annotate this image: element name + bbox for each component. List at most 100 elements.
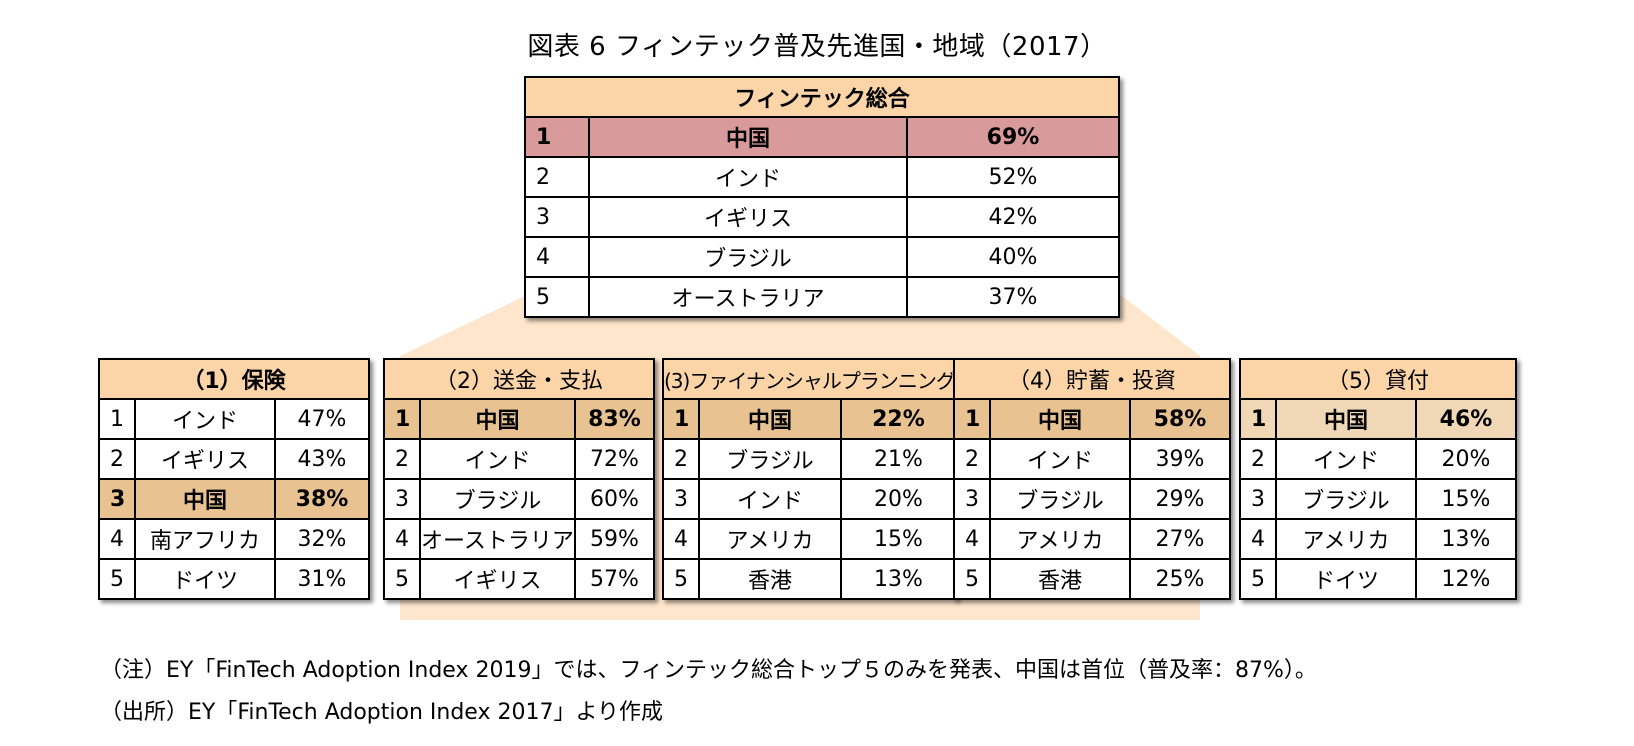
table-row: 5 オーストラリア 37% xyxy=(524,276,1120,318)
table-row: 1 中国 58% xyxy=(953,398,1231,440)
country-cell: 中国 xyxy=(989,398,1131,440)
value-cell: 59% xyxy=(573,518,656,560)
country-cell: イギリス xyxy=(588,196,908,238)
country-cell: 中国 xyxy=(1275,398,1417,440)
country-cell: ドイツ xyxy=(1275,558,1417,600)
table-row: 4 南アフリカ 32% xyxy=(98,518,370,560)
table-row: 1 中国 46% xyxy=(1239,398,1517,440)
sub-table-savings: （4）貯蓄・投資 1 中国 58% 2 インド 39% 3 ブラジル 29% 4… xyxy=(953,358,1231,600)
table-row: 3 ブラジル 29% xyxy=(953,478,1231,520)
main-table: フィンテック総合 1 中国 69% 2 インド 52% 3 イギリス 42% 4… xyxy=(524,76,1120,318)
rank-cell: 5 xyxy=(953,558,991,600)
country-cell: 中国 xyxy=(698,398,842,440)
country-cell: イギリス xyxy=(134,438,276,480)
value-cell: 29% xyxy=(1129,478,1231,520)
value-cell: 72% xyxy=(573,438,656,480)
main-table-header: フィンテック総合 xyxy=(524,76,1120,118)
table-row: 3 中国 38% xyxy=(98,478,370,520)
sub-table-header: （1）保険 xyxy=(98,358,370,400)
table-row: 4 オーストラリア 59% xyxy=(383,518,656,560)
rank-cell: 5 xyxy=(383,558,421,600)
value-cell: 27% xyxy=(1129,518,1231,560)
rank-cell: 5 xyxy=(1239,558,1277,600)
value-cell: 15% xyxy=(840,518,957,560)
rank-cell: 1 xyxy=(98,398,136,440)
table-row: 4 アメリカ 13% xyxy=(1239,518,1517,560)
table-row: 2 インド 39% xyxy=(953,438,1231,480)
value-cell: 46% xyxy=(1415,398,1517,440)
rank-cell: 3 xyxy=(98,478,136,520)
country-cell: アメリカ xyxy=(989,518,1131,560)
country-cell: インド xyxy=(588,156,908,198)
country-cell: 香港 xyxy=(989,558,1131,600)
value-cell: 38% xyxy=(274,478,370,520)
value-cell: 37% xyxy=(906,276,1120,318)
country-cell: ブラジル xyxy=(419,478,576,520)
country-cell: インド xyxy=(1275,438,1417,480)
country-cell: オーストラリア xyxy=(419,518,576,560)
rank-cell: 4 xyxy=(953,518,991,560)
value-cell: 13% xyxy=(1415,518,1517,560)
rank-cell: 2 xyxy=(953,438,991,480)
table-row: 3 イギリス 42% xyxy=(524,196,1120,238)
country-cell: 中国 xyxy=(134,478,276,520)
table-row: 3 ブラジル 15% xyxy=(1239,478,1517,520)
value-cell: 15% xyxy=(1415,478,1517,520)
table-row: 5 香港 13% xyxy=(662,558,957,600)
rank-cell: 5 xyxy=(524,276,590,318)
value-cell: 12% xyxy=(1415,558,1517,600)
table-row: 4 アメリカ 27% xyxy=(953,518,1231,560)
value-cell: 42% xyxy=(906,196,1120,238)
table-row: 4 ブラジル 40% xyxy=(524,236,1120,278)
country-cell: アメリカ xyxy=(698,518,842,560)
main-table-header-row: フィンテック総合 xyxy=(524,76,1120,118)
value-cell: 20% xyxy=(1415,438,1517,480)
rank-cell: 5 xyxy=(98,558,136,600)
table-row: 2 インド 20% xyxy=(1239,438,1517,480)
sub-table-financial-planning: (3)ファイナンシャルプランニング 1 中国 22% 2 ブラジル 21% 3 … xyxy=(662,358,957,600)
footnote: （注）EY「FinTech Adoption Index 2019」では、フィン… xyxy=(100,658,1317,683)
country-cell: イギリス xyxy=(419,558,576,600)
rank-cell: 3 xyxy=(524,196,590,238)
rank-cell: 4 xyxy=(383,518,421,560)
value-cell: 60% xyxy=(573,478,656,520)
table-row: 5 ドイツ 12% xyxy=(1239,558,1517,600)
table-row: 3 ブラジル 60% xyxy=(383,478,656,520)
country-cell: インド xyxy=(134,398,276,440)
rank-cell: 3 xyxy=(383,478,421,520)
table-row: 2 インド 72% xyxy=(383,438,656,480)
rank-cell: 4 xyxy=(1239,518,1277,560)
rank-cell: 4 xyxy=(662,518,700,560)
table-row: 2 インド 52% xyxy=(524,156,1120,198)
table-row: 2 イギリス 43% xyxy=(98,438,370,480)
table-row: 5 ドイツ 31% xyxy=(98,558,370,600)
sub-table-header: (3)ファイナンシャルプランニング xyxy=(662,358,957,400)
value-cell: 32% xyxy=(274,518,370,560)
country-cell: 中国 xyxy=(588,116,908,158)
value-cell: 21% xyxy=(840,438,957,480)
figure-title: 図表 6 フィンテック普及先進国・地域（2017） xyxy=(527,32,1107,62)
sub-table-lending: （5）貸付 1 中国 46% 2 インド 20% 3 ブラジル 15% 4 アメ… xyxy=(1239,358,1517,600)
country-cell: ブラジル xyxy=(989,478,1131,520)
sub-table-header: （2）送金・支払 xyxy=(383,358,655,400)
rank-cell: 5 xyxy=(662,558,700,600)
value-cell: 43% xyxy=(274,438,370,480)
rank-cell: 1 xyxy=(383,398,421,440)
value-cell: 40% xyxy=(906,236,1120,278)
value-cell: 52% xyxy=(906,156,1120,198)
table-row: 1 中国 22% xyxy=(662,398,957,440)
rank-cell: 4 xyxy=(524,236,590,278)
rank-cell: 3 xyxy=(953,478,991,520)
value-cell: 31% xyxy=(274,558,370,600)
value-cell: 58% xyxy=(1129,398,1231,440)
table-row: 1 インド 47% xyxy=(98,398,370,440)
rank-cell: 2 xyxy=(524,156,590,198)
value-cell: 47% xyxy=(274,398,370,440)
table-row: 5 イギリス 57% xyxy=(383,558,656,600)
table-row: 1 中国 83% xyxy=(383,398,656,440)
sub-table-header: （5）貸付 xyxy=(1239,358,1517,400)
country-cell: 中国 xyxy=(419,398,576,440)
country-cell: ブラジル xyxy=(1275,478,1417,520)
rank-cell: 2 xyxy=(662,438,700,480)
table-row: 5 香港 25% xyxy=(953,558,1231,600)
